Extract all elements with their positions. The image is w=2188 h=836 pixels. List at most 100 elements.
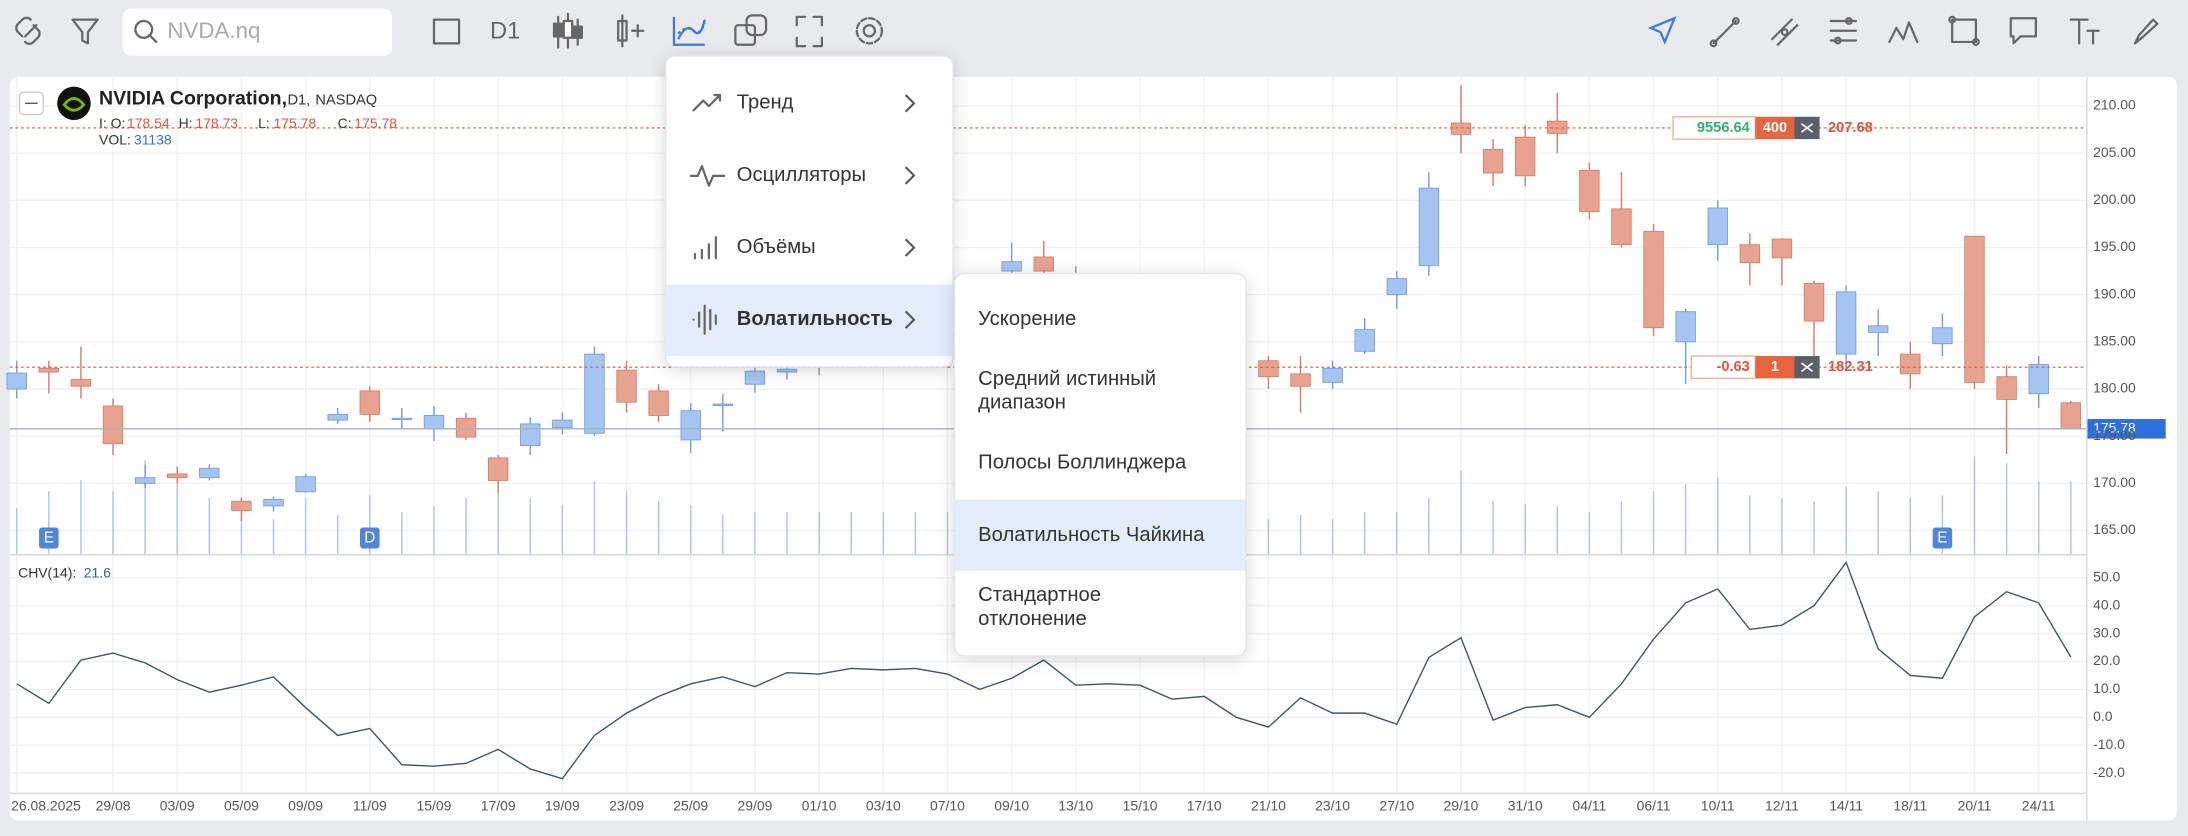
x-tick-label: 09/09 bbox=[288, 797, 323, 813]
x-tick-label: 03/10 bbox=[866, 797, 901, 813]
candle-body bbox=[1514, 136, 1536, 177]
candle-body bbox=[1450, 122, 1472, 135]
candle-body bbox=[776, 368, 798, 373]
channel-tool[interactable] bbox=[1771, 18, 1799, 46]
submenu-highlight bbox=[954, 499, 1247, 571]
x-tick-label: 01/10 bbox=[802, 797, 837, 813]
candle-body bbox=[231, 500, 252, 512]
objects-button[interactable] bbox=[734, 14, 768, 46]
submenu-item[interactable]: Ускорение bbox=[978, 308, 1076, 330]
y-tick-label: 200.00 bbox=[2093, 191, 2136, 207]
low-label: L: bbox=[258, 115, 270, 131]
candle-body bbox=[199, 467, 220, 479]
candle-body bbox=[616, 369, 637, 403]
candle-body bbox=[1258, 360, 1279, 378]
fib-tool[interactable] bbox=[1829, 17, 1858, 45]
search-box[interactable] bbox=[122, 8, 393, 56]
search-placeholder: NVDA.nq bbox=[167, 18, 260, 43]
x-tick-label: 15/10 bbox=[1123, 797, 1158, 813]
x-tick-label: 17/10 bbox=[1187, 797, 1222, 813]
event-marker bbox=[1932, 527, 1953, 549]
candle-body bbox=[6, 372, 27, 390]
candle-body bbox=[552, 419, 573, 429]
brush-tool[interactable] bbox=[2133, 18, 2159, 45]
order-qty-box bbox=[1755, 116, 1795, 140]
submenu-item[interactable]: отклонение bbox=[978, 608, 1087, 630]
close-label: C: bbox=[338, 115, 352, 131]
indicator-tick-label: 50.0 bbox=[2093, 568, 2120, 584]
shape-tool[interactable] bbox=[1948, 15, 1980, 46]
pattern-tool[interactable] bbox=[1888, 21, 1919, 44]
x-tick-label: 25/09 bbox=[673, 797, 708, 813]
submenu-item[interactable]: Полосы Боллинджера bbox=[978, 452, 1187, 474]
order-price: 207.68 bbox=[1828, 120, 1873, 136]
menu-item[interactable]: Тренд bbox=[737, 92, 794, 114]
chart-type-button[interactable] bbox=[552, 12, 584, 49]
submenu-item[interactable]: Средний истинный bbox=[978, 368, 1156, 390]
x-tick-label: 26.08.2025 bbox=[11, 797, 81, 813]
indicator-tick-label: 10.0 bbox=[2093, 680, 2120, 696]
candle-body bbox=[1707, 207, 1728, 246]
x-tick-label: 14/11 bbox=[1829, 797, 1863, 813]
submenu-item[interactable]: Волатильность Чайкина bbox=[978, 524, 1205, 546]
fullscreen-button[interactable] bbox=[795, 15, 824, 48]
x-tick-label: 21/10 bbox=[1251, 797, 1286, 813]
indicator-name: CHV(14): bbox=[18, 564, 76, 580]
menu-item[interactable]: Осцилляторы bbox=[737, 164, 866, 186]
text-tool[interactable] bbox=[2069, 18, 2100, 45]
x-tick-label: 15/09 bbox=[417, 797, 452, 813]
order-pnl: -0.63 bbox=[1716, 359, 1749, 375]
filter-button[interactable] bbox=[71, 18, 99, 45]
cursor-tool[interactable] bbox=[1647, 16, 1677, 45]
indicator-tick-label: -10.0 bbox=[2093, 736, 2125, 752]
symbol-exchange: NASDAQ bbox=[315, 92, 377, 108]
indicator-tick-label: 40.0 bbox=[2093, 596, 2120, 612]
x-tick-label: 10/11 bbox=[1701, 797, 1735, 813]
x-tick-label: 17/09 bbox=[481, 797, 516, 813]
candle-body bbox=[584, 353, 605, 434]
oscillator-icon bbox=[689, 165, 726, 187]
timeframe-button[interactable]: D1 bbox=[490, 18, 520, 44]
compare-button[interactable] bbox=[617, 14, 645, 48]
indicator-menu: Тренд Осцилляторы Объёмы Волатильность bbox=[664, 55, 954, 368]
search-icon bbox=[134, 19, 158, 44]
order-price: 182.31 bbox=[1828, 359, 1873, 375]
x-tick-label: 20/11 bbox=[1958, 797, 1992, 813]
candle-body bbox=[1482, 149, 1504, 174]
y-tick-label: 195.00 bbox=[2093, 238, 2136, 254]
indicator-tick-label: -20.0 bbox=[2093, 764, 2125, 780]
y-tick-label: 170.00 bbox=[2093, 474, 2136, 490]
y-tick-label: 205.00 bbox=[2093, 144, 2136, 160]
indicators-button[interactable] bbox=[672, 16, 706, 46]
menu-item[interactable]: Волатильность bbox=[737, 308, 893, 330]
x-tick-label: 29/10 bbox=[1444, 797, 1479, 813]
trend-icon bbox=[692, 93, 722, 112]
candle-body bbox=[102, 405, 124, 445]
x-tick-label: 04/11 bbox=[1572, 797, 1606, 813]
candle-body bbox=[295, 476, 316, 493]
cancel-icon bbox=[1800, 123, 1814, 133]
x-tick-label: 29/09 bbox=[737, 797, 772, 813]
candle-body bbox=[263, 498, 284, 507]
menu-item[interactable]: Объёмы bbox=[737, 236, 816, 258]
annotation-tool[interactable] bbox=[2009, 17, 2038, 45]
settings-button[interactable] bbox=[855, 17, 884, 45]
layout-button[interactable] bbox=[432, 18, 461, 45]
y-tick-label: 175.00 bbox=[2093, 427, 2136, 443]
close-value: 175.78 bbox=[354, 115, 397, 131]
event-marker bbox=[39, 527, 59, 549]
volatility-icon bbox=[692, 304, 717, 335]
open-label: I: O: bbox=[99, 115, 125, 131]
indicator-value: 21.6 bbox=[84, 564, 111, 580]
order-qty-box bbox=[1755, 356, 1795, 379]
candle-body bbox=[70, 379, 92, 387]
submenu-item[interactable]: диапазон bbox=[978, 392, 1066, 414]
link-button[interactable] bbox=[15, 16, 41, 45]
candle-body bbox=[1868, 325, 1889, 333]
symbol-logo bbox=[57, 86, 91, 121]
submenu-item[interactable]: Стандартное bbox=[978, 584, 1101, 606]
x-tick-label: 05/09 bbox=[224, 797, 259, 813]
line-tool[interactable] bbox=[1709, 17, 1740, 48]
